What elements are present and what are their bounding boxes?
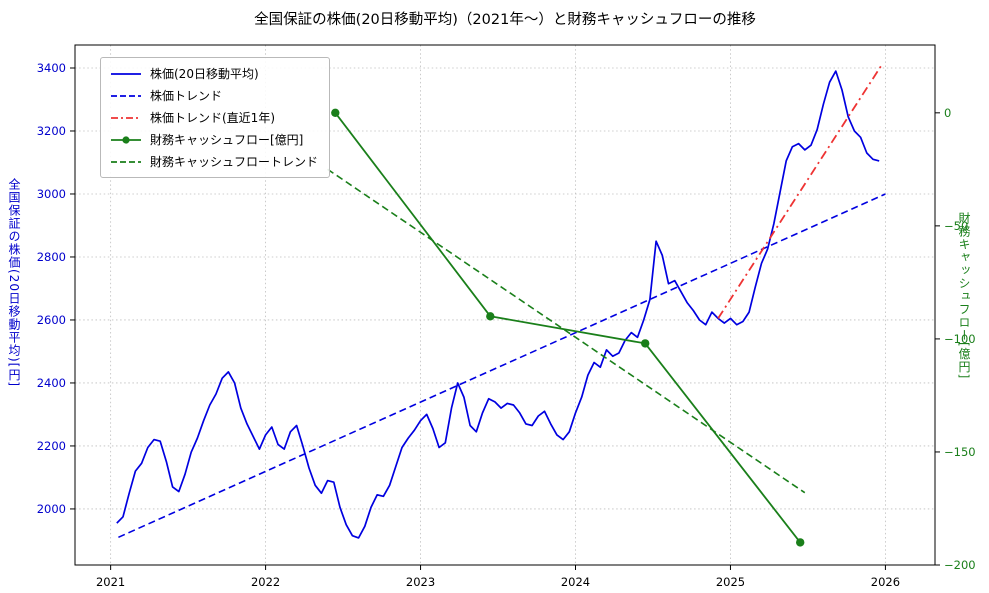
line-sample-solid-green-marker-icon: [111, 135, 141, 144]
y-right-tick-label: −50: [944, 219, 968, 233]
cash-flow-data-point: [641, 339, 650, 348]
legend-item-cashflow: 財務キャッシュフロー[億円]: [110, 131, 318, 148]
y-right-tick-label: 0: [944, 106, 951, 120]
x-tick-label: 2022: [251, 575, 280, 589]
y-left-tick-label: 3400: [37, 61, 66, 75]
line-sample-solid-blue-icon: [111, 72, 141, 75]
y-left-tick-label: 2200: [37, 439, 66, 453]
cash-flow-data-point: [331, 108, 340, 118]
cash-flow-data-point: [486, 312, 495, 321]
y-left-tick-label: 2400: [37, 376, 66, 390]
legend-marker-icon: [122, 135, 130, 144]
x-tick-label: 2026: [871, 575, 900, 589]
legend-label: 株価トレンド: [150, 89, 223, 103]
series-line-2: [717, 65, 882, 319]
left-axis-label: 全国保証の株価(20日移動平均)[円]: [7, 178, 21, 387]
y-left-tick-label: 2800: [37, 250, 66, 264]
legend: 株価(20日移動平均) 株価トレンド 株価トレンド(直近1年) 財務キャッシュフ…: [100, 57, 331, 178]
y-left-tick-label: 3200: [37, 124, 66, 138]
series-line-3: [334, 112, 801, 543]
right-axis-label: 財務キャッシュフロー[億円]: [957, 212, 971, 380]
legend-item-stock: 株価(20日移動平均): [110, 65, 318, 82]
y-right-tick-label: −150: [944, 445, 976, 459]
x-tick-label: 2025: [716, 575, 745, 589]
legend-label: 財務キャッシュフロートレンド: [150, 155, 319, 169]
line-sample-dashed-blue-icon: [111, 94, 141, 97]
legend-item-stock-trend: 株価トレンド: [110, 87, 318, 104]
x-tick-label: 2023: [406, 575, 435, 589]
legend-label: 株価トレンド(直近1年): [150, 111, 275, 125]
plot-border: [74, 44, 936, 566]
line-sample-dashed-green-icon: [111, 160, 141, 163]
y-right-tick-label: −200: [944, 558, 976, 572]
y-left-tick-label: 2600: [37, 313, 66, 327]
cash-flow-data-point: [796, 538, 805, 547]
legend-item-cashflow-trend: 財務キャッシュフロートレンド: [110, 153, 318, 170]
series-line-4: [327, 168, 806, 494]
y-right-tick-label: −100: [944, 332, 976, 346]
series-line-0: [116, 70, 880, 539]
series-line-1: [118, 193, 886, 539]
legend-label: 株価(20日移動平均): [150, 67, 259, 81]
y-left-tick-label: 3000: [37, 187, 66, 201]
chart-title: 全国保証の株価(20日移動平均)（2021年〜）と財務キャッシュフローの推移: [254, 12, 756, 28]
legend-label: 財務キャッシュフロー[億円]: [150, 133, 304, 147]
x-tick-label: 2024: [561, 575, 590, 589]
line-sample-dashdot-red-icon: [111, 116, 141, 119]
x-tick-label: 2021: [96, 575, 125, 589]
y-left-tick-label: 2000: [37, 502, 66, 516]
legend-item-stock-trend-recent: 株価トレンド(直近1年): [110, 109, 318, 126]
